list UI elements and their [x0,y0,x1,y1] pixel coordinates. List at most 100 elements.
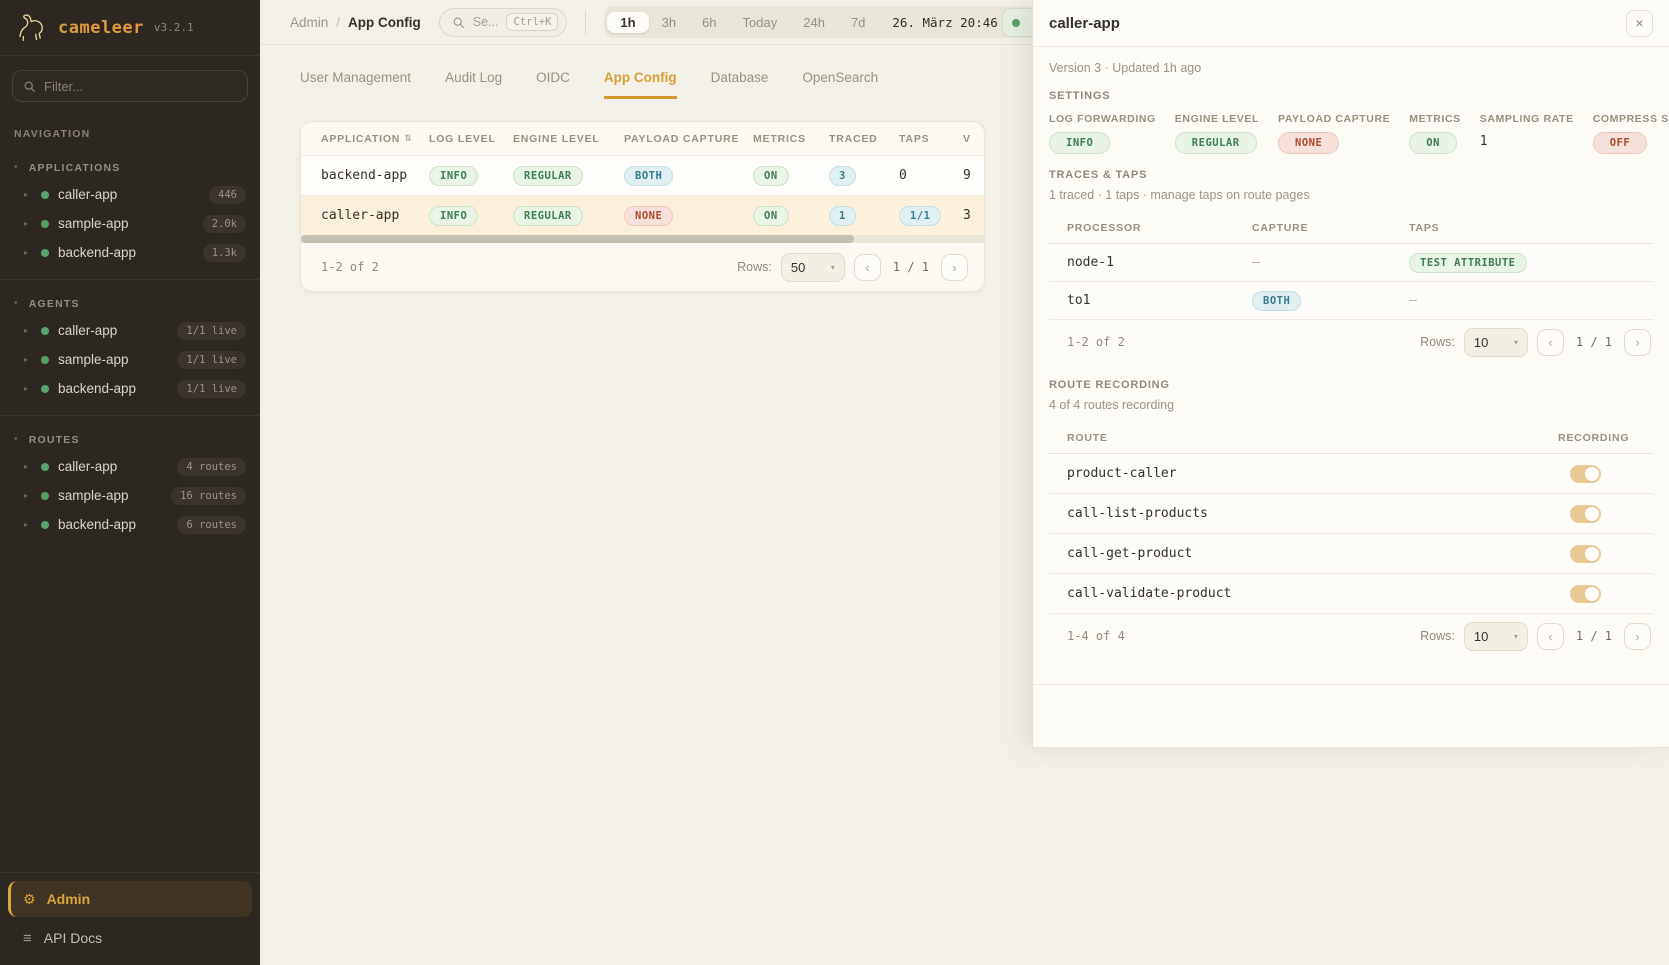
menu-icon: ≡ [23,929,32,947]
page-indicator: 1 / 1 [892,260,929,274]
sidebar-item-agents-caller-app[interactable]: ▸ caller-app 1/1 live [0,316,260,345]
sidebar-item-routes-sample-app[interactable]: ▸ sample-app 16 routes [0,481,260,510]
prev-page-button[interactable]: ‹ [853,253,881,281]
close-button[interactable]: × [1626,9,1653,37]
range-3h[interactable]: 3h [661,14,677,30]
next-page-button[interactable]: › [1624,328,1651,356]
range-today[interactable]: Today [742,14,778,30]
row-range-label: 1-4 of 4 [1067,629,1125,643]
value-badge: OFF [1592,132,1648,154]
rows-per-page-select[interactable]: 10 ▾ [1463,621,1528,651]
engine-level-cell: REGULAR [513,205,624,226]
filter-input[interactable] [44,78,237,94]
recording-toggle[interactable] [1570,544,1601,563]
section-header-applications[interactable]: ▾ APPLICATIONS [0,154,260,180]
range-1h[interactable]: 1h [607,11,649,33]
table-footer: 1-2 of 2 Rows: 50 ▾ ‹ 1 / 1 › [301,243,984,291]
sidebar-item-applications-caller-app[interactable]: ▸ caller-app 446 [0,180,260,209]
sort-icon: ⇅ [404,133,413,143]
tab-database[interactable]: Database [710,70,769,85]
chevron-right-icon: ▸ [24,384,29,393]
settings-heading: SETTINGS [1049,90,1111,102]
next-page-button[interactable]: › [1624,622,1651,650]
sidebar-item-routes-caller-app[interactable]: ▸ caller-app 4 routes [0,452,260,481]
toggle-knob [1585,466,1599,481]
payload-capture-cell: BOTH [624,165,753,186]
prev-page-button[interactable]: ‹ [1536,328,1564,356]
close-icon: × [1635,15,1644,31]
trace-row-to1[interactable]: to1 BOTH — [1049,282,1653,320]
live-dot-icon [1012,18,1020,27]
search-icon [453,17,464,28]
column-application[interactable]: APPLICATION ⇅ [321,132,413,145]
column-engine-level: ENGINE LEVEL [513,132,600,145]
tab-audit-log[interactable]: Audit Log [445,70,503,85]
next-page-button[interactable]: › [941,253,968,281]
column-processor: PROCESSOR [1067,222,1142,234]
route-cell: product-caller [1067,466,1177,481]
sidebar-filter[interactable] [12,70,248,102]
section-header-routes[interactable]: ▾ ROUTES [0,426,260,452]
section-header-agents[interactable]: ▾ AGENTS [0,290,260,316]
prev-page-button[interactable]: ‹ [1536,622,1564,650]
gear-icon: ⚙ [23,890,36,907]
tab-app-config[interactable]: App Config [603,70,677,99]
sidebar-item-agents-backend-app[interactable]: ▸ backend-app 1/1 live [0,374,260,403]
brand-header: cameleer v3.2.1 [0,0,260,56]
search-placeholder: Se... [472,15,499,29]
tab-user-management[interactable]: User Management [300,70,412,85]
status-dot [41,491,49,500]
sidebar-item-api-docs[interactable]: ≡ API Docs [8,921,252,955]
recording-toggle[interactable] [1570,584,1601,603]
taps-cell: 0 [899,168,907,183]
sidebar-item-routes-backend-app[interactable]: ▸ backend-app 6 routes [0,510,260,539]
item-label: caller-app [58,323,118,338]
rows-per-page-select[interactable]: 10 ▾ [1463,327,1528,357]
app-config-table-card: APPLICATION ⇅ LOG LEVEL ENGINE LEVEL PAYL… [300,121,985,292]
route-row-product-caller: product-caller [1049,454,1653,494]
sidebar-item-applications-sample-app[interactable]: ▸ sample-app 2.0k [0,209,260,238]
breadcrumb-parent[interactable]: Admin [290,14,329,30]
trace-row-node-1[interactable]: node-1 — TEST ATTRIBUTE [1049,244,1653,282]
drawer-bottom-divider [1033,684,1669,685]
route-recording-table: ROUTE RECORDING product-caller call-list… [1049,423,1653,658]
traces-table: PROCESSOR CAPTURE TAPS node-1 — TEST ATT… [1049,213,1653,364]
time-from[interactable]: 26. März 20:46 [892,14,998,30]
global-search[interactable]: Se... Ctrl+K [438,7,568,37]
toggle-knob [1585,546,1599,561]
column-traced: TRACED [829,132,878,145]
sidebar-item-admin[interactable]: ⚙ Admin [8,881,252,917]
tab-oidc[interactable]: OIDC [536,70,570,85]
chevron-right-icon: ▸ [24,520,29,529]
v-cell: 3 [963,208,971,223]
divider [585,10,587,34]
section-label: ROUTES [28,434,80,446]
recording-header-row: ROUTE RECORDING [1049,423,1653,454]
sidebar-item-agents-sample-app[interactable]: ▸ sample-app 1/1 live [0,345,260,374]
api-docs-label: API Docs [43,930,103,946]
tab-opensearch[interactable]: OpenSearch [802,70,879,85]
metrics-cell: ON [753,165,829,186]
item-badge: 1.3k [202,243,246,262]
range-24h[interactable]: 24h [803,14,825,30]
range-6h[interactable]: 6h [702,14,717,30]
scrollbar-thumb[interactable] [301,235,855,243]
field-log-forwarding: LOG FORWARDING INFO [1049,113,1156,154]
navigation-label: NAVIGATION [14,128,91,140]
rows-per-page-select[interactable]: 50 ▾ [780,252,845,282]
recording-toggle[interactable] [1570,504,1601,523]
log-level-cell: INFO [429,205,513,226]
caret-down-icon: ▾ [14,164,19,171]
status-dot [41,355,49,364]
table-row-backend-app[interactable]: backend-app INFO REGULAR BOTH ON 3 0 9 [301,155,984,195]
value-text: 1 [1479,134,1488,149]
capture-cell: BOTH [1252,290,1409,311]
recording-footer: 1-4 of 4 Rows: 10 ▾ ‹ 1 / 1 › [1049,614,1653,658]
sidebar-item-applications-backend-app[interactable]: ▸ backend-app 1.3k [0,238,260,267]
table-row-caller-app[interactable]: caller-app INFO REGULAR NONE ON 1 1/1 3 [301,195,984,235]
recording-toggle[interactable] [1570,464,1601,483]
app-version: v3.2.1 [153,21,194,34]
item-badge: 1/1 live [177,321,246,340]
chevron-right-icon: ▸ [24,462,29,471]
range-7d[interactable]: 7d [850,14,866,30]
